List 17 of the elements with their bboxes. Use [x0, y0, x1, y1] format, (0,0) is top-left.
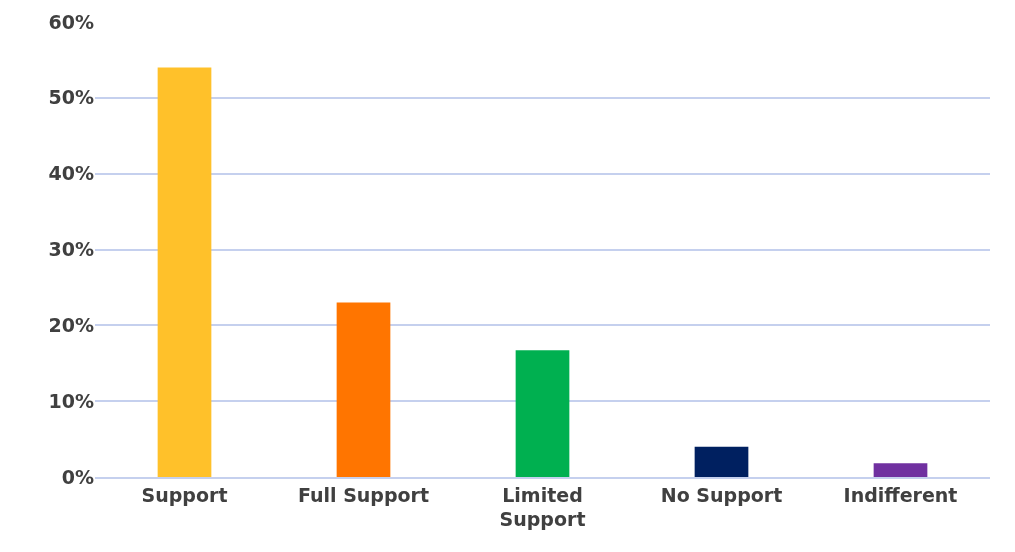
y-tick-label: 50%	[48, 86, 94, 109]
y-tick-label: 60%	[48, 10, 94, 33]
bar	[336, 302, 391, 477]
bar	[873, 463, 928, 477]
bar	[694, 446, 749, 477]
bar	[157, 67, 212, 477]
y-tick-label: 0%	[61, 465, 94, 488]
y-tick-label: 20%	[48, 313, 94, 336]
x-tick-label: Indifferent	[843, 483, 958, 506]
bar	[515, 350, 570, 477]
y-tick-label: 40%	[48, 162, 94, 185]
y-tick-label: 30%	[48, 238, 94, 261]
x-tick-label: No Support	[660, 483, 783, 506]
x-tick-label: Limited Support	[499, 483, 586, 531]
x-tick-label: Support	[141, 483, 228, 506]
x-tick-label: Full Support	[297, 483, 430, 506]
y-tick-label: 10%	[48, 389, 94, 412]
